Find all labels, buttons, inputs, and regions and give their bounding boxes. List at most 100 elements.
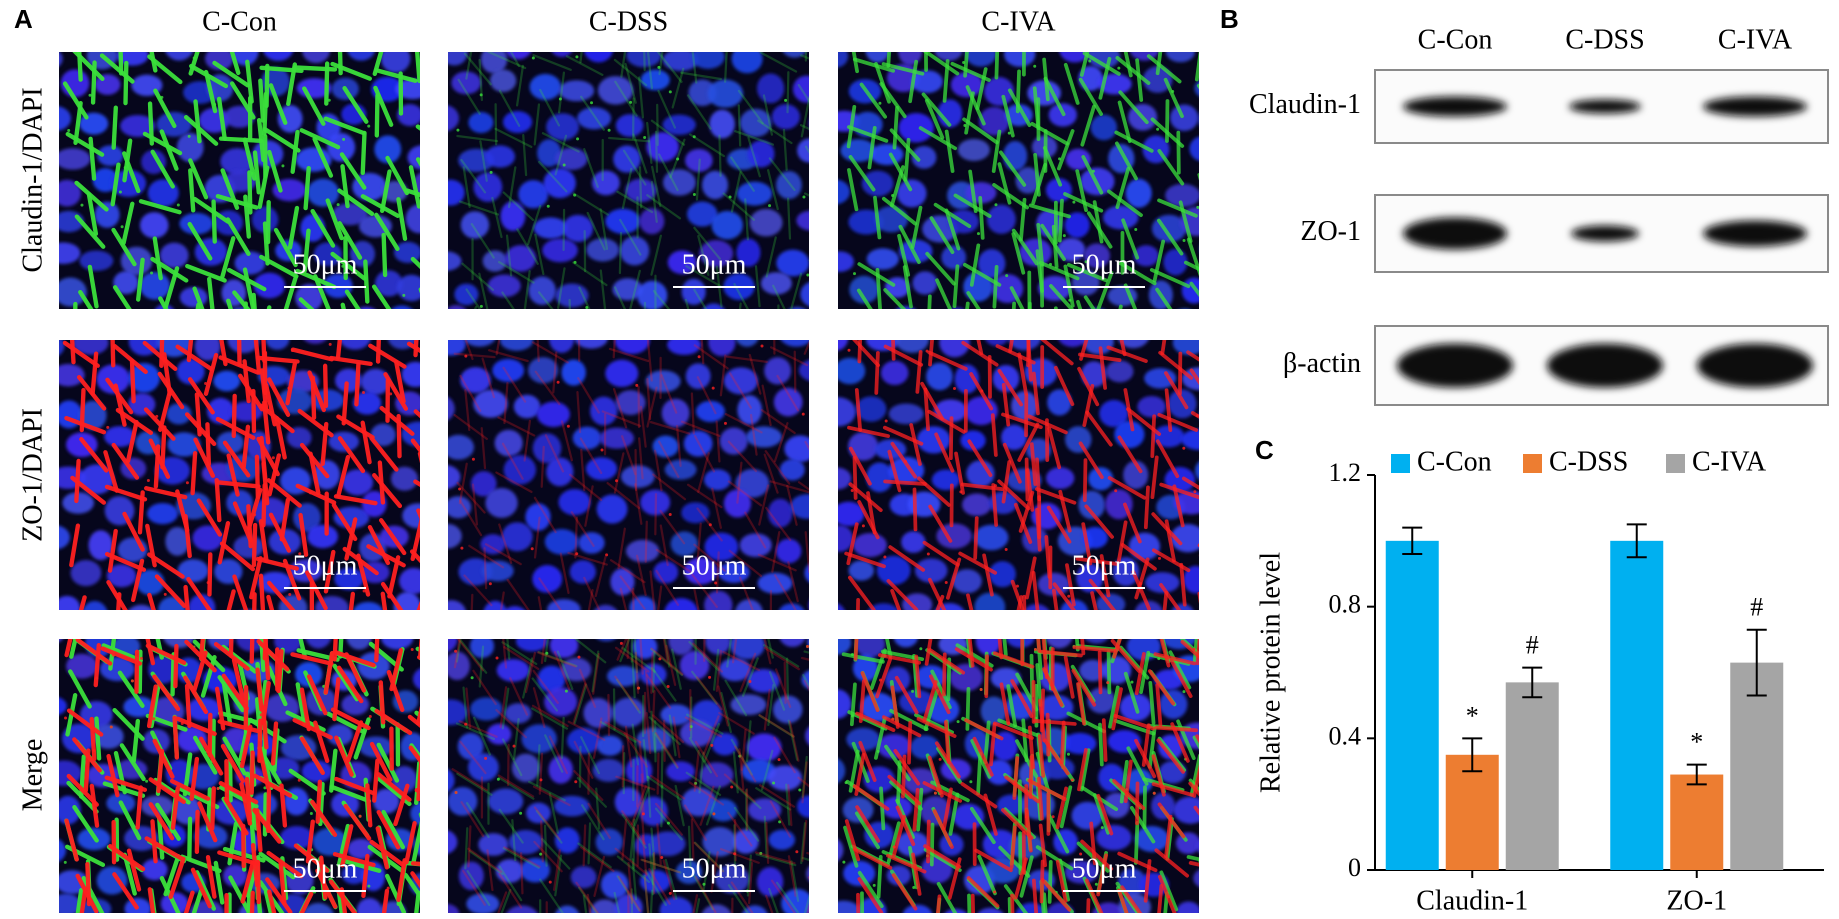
membrane <box>935 594 945 610</box>
y-tick-label: 0 <box>1348 853 1361 882</box>
membrane <box>1108 685 1120 729</box>
scale-bar-label: 50μm <box>1072 249 1137 280</box>
membrane <box>197 801 218 843</box>
speckle <box>288 593 292 597</box>
nucleus <box>59 839 66 862</box>
membrane <box>668 714 677 757</box>
membrane <box>643 874 650 913</box>
nucleus <box>304 340 327 344</box>
speckle <box>711 386 715 390</box>
membrane <box>782 128 788 171</box>
membrane <box>1176 130 1181 175</box>
membrane <box>240 860 255 904</box>
nucleus <box>684 557 718 585</box>
membrane <box>650 647 684 676</box>
membrane <box>456 639 485 672</box>
membrane <box>417 451 420 464</box>
speckle <box>676 157 680 161</box>
nucleus <box>838 689 852 719</box>
membrane <box>188 168 196 213</box>
membrane <box>1114 141 1138 181</box>
membrane <box>64 818 79 862</box>
nucleus <box>301 760 333 783</box>
membrane <box>711 487 722 529</box>
membrane <box>310 799 338 838</box>
nucleus <box>1122 317 1151 342</box>
speckle <box>852 336 855 339</box>
membrane <box>812 303 813 343</box>
membrane <box>613 891 621 913</box>
membrane <box>760 408 796 435</box>
membrane <box>629 818 636 861</box>
membrane <box>685 265 722 288</box>
nucleus <box>685 363 711 389</box>
membrane <box>78 289 94 309</box>
membrane <box>1150 455 1159 500</box>
nucleus <box>492 358 525 383</box>
membrane <box>976 751 983 796</box>
membrane <box>650 119 686 146</box>
membrane <box>1042 892 1048 913</box>
membrane <box>1001 460 1012 504</box>
nucleus <box>667 250 697 275</box>
speckle <box>823 817 826 820</box>
membrane <box>724 413 763 434</box>
membrane <box>231 657 246 702</box>
membrane <box>368 343 407 369</box>
membrane <box>738 576 754 610</box>
membrane <box>1078 441 1104 480</box>
nucleus <box>391 305 413 309</box>
nucleus <box>662 169 696 196</box>
membrane <box>509 52 520 68</box>
membrane <box>451 768 488 792</box>
speckle <box>297 778 301 782</box>
row-label: ZO-1/DAPI <box>17 408 48 542</box>
membrane <box>194 809 200 855</box>
membrane <box>456 772 493 796</box>
nucleus <box>670 531 698 557</box>
membrane <box>1017 352 1028 396</box>
nucleus <box>59 363 85 387</box>
nucleus <box>756 73 785 104</box>
membrane <box>579 52 583 64</box>
membrane <box>733 824 737 867</box>
membrane <box>691 573 718 608</box>
membrane <box>1215 552 1221 591</box>
nucleus <box>59 795 81 825</box>
nucleus <box>96 866 128 895</box>
column-header: C-IVA <box>981 6 1056 37</box>
membrane <box>380 169 392 214</box>
nucleus <box>1142 66 1173 93</box>
membrane <box>1038 261 1080 281</box>
membrane <box>697 234 710 276</box>
nucleus <box>1171 603 1194 610</box>
nucleus <box>796 795 809 818</box>
membrane <box>691 52 698 84</box>
membrane <box>1156 738 1185 774</box>
membrane <box>267 580 296 610</box>
speckle <box>488 582 492 586</box>
speckle <box>1249 820 1252 823</box>
membrane <box>70 475 106 505</box>
nucleus <box>342 469 374 496</box>
nucleus <box>399 567 420 595</box>
speckle <box>342 137 346 141</box>
membrane <box>342 85 369 124</box>
nucleus <box>711 732 738 756</box>
speckle <box>666 821 670 825</box>
nucleus <box>1218 795 1254 823</box>
membrane <box>1147 725 1157 769</box>
membrane <box>886 579 919 610</box>
nucleus <box>521 724 557 754</box>
membrane <box>763 688 771 731</box>
membrane <box>612 340 616 359</box>
nucleus <box>597 76 634 105</box>
speckle <box>150 271 154 275</box>
membrane <box>1181 476 1199 490</box>
nucleus <box>551 52 572 58</box>
nucleus <box>662 114 696 135</box>
nucleus <box>165 52 193 61</box>
membrane <box>654 732 679 768</box>
nucleus <box>597 639 616 642</box>
membrane <box>207 712 213 758</box>
